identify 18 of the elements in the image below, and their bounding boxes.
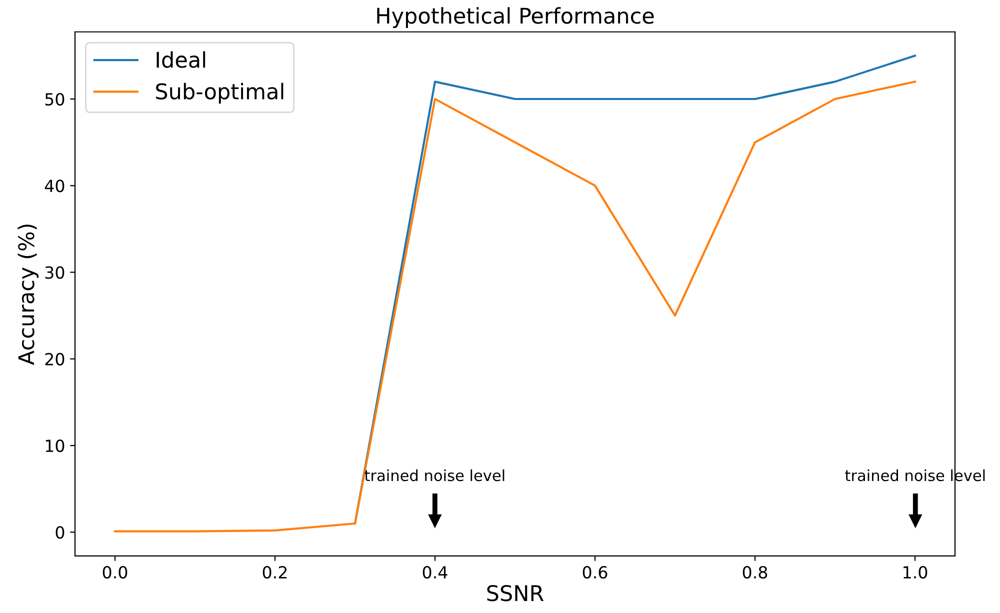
x-tick-label: 0.6 — [582, 566, 608, 579]
y-tick-label: 0 — [56, 526, 64, 539]
y-tick-label: 40 — [44, 180, 64, 192]
x-tick-label: 1.0 — [904, 566, 928, 579]
x-tick-label: 0.0 — [102, 566, 128, 579]
annotation: trained noise level — [364, 469, 504, 482]
x-tick-label: 0.4 — [422, 566, 448, 579]
y-axis-title: Accuracy (%) — [18, 224, 39, 365]
x-tick-label: 0.8 — [742, 566, 768, 579]
y-tick-label: 30 — [45, 266, 64, 279]
y-tick-label: 20 — [45, 352, 64, 366]
chart-title: Hypothetical Performance — [377, 7, 654, 28]
x-tick-label: 0.2 — [262, 566, 287, 579]
x-axis-title: SSNR — [487, 585, 544, 602]
legend-label: Ideal — [156, 51, 206, 68]
y-tick-label: 10 — [46, 440, 64, 452]
legend-label: Sub-optimal — [156, 82, 284, 104]
y-tick-label: 50 — [45, 92, 64, 106]
